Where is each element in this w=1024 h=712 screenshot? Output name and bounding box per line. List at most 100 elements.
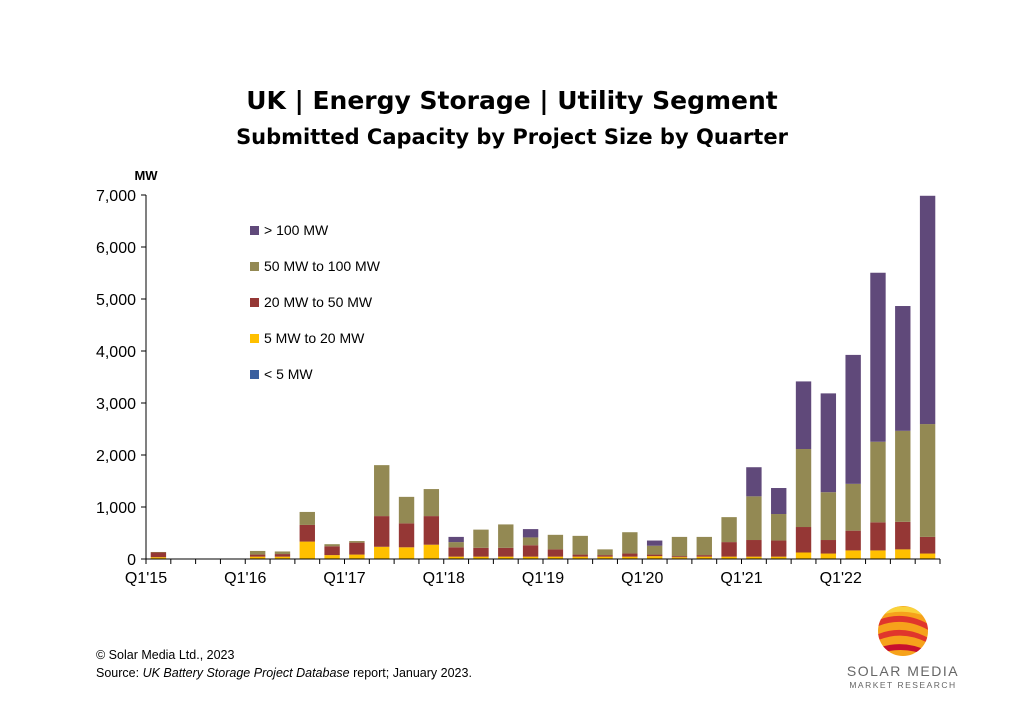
bar-segment — [820, 553, 837, 559]
bar-segment — [324, 555, 340, 559]
bars — [150, 195, 936, 559]
bar-segment — [374, 546, 390, 559]
bar-segment — [622, 532, 638, 554]
bar-segment — [398, 496, 415, 524]
bar-segment — [473, 547, 489, 557]
bar-segment — [771, 540, 787, 557]
y-tick-label: 1,000 — [96, 500, 136, 517]
bar-segment — [522, 556, 539, 559]
bar-segment — [696, 556, 712, 559]
bar-segment — [522, 529, 539, 538]
bar-segment — [795, 552, 812, 559]
stacked-bar-chart: 0 1,000 2,000 3,000 4,000 5,000 6,000 7,000 MW Q… — [96, 168, 941, 587]
bar-segment — [919, 553, 936, 559]
bar-segment — [845, 354, 861, 484]
bar-segment — [150, 557, 167, 559]
bar-segment — [448, 556, 464, 559]
y-tick-label: 4,000 — [96, 344, 136, 361]
source-suffix: report; January 2023. — [349, 666, 472, 680]
bar-segment — [274, 551, 291, 555]
bar-segment — [597, 549, 613, 556]
legend-label: 50 MW to 100 MW — [264, 258, 381, 274]
bar-segment — [771, 488, 787, 515]
logo-subtitle: MARKET RESEARCH — [849, 680, 957, 690]
bar-segment — [795, 527, 812, 553]
bar-segment — [249, 550, 266, 555]
bar-segment — [249, 554, 266, 557]
bar-segment — [498, 556, 514, 559]
bar-segment — [721, 556, 737, 559]
bar-segment — [671, 536, 688, 557]
bar-segment — [919, 195, 936, 425]
bar-segment — [522, 537, 539, 546]
bar-segment — [448, 536, 464, 543]
source-report-title: UK Battery Storage Project Database — [142, 666, 350, 680]
legend-swatch — [250, 226, 259, 235]
bar-segment — [324, 546, 340, 556]
legend-swatch — [250, 298, 259, 307]
bar-segment — [547, 556, 564, 559]
bar-segment — [547, 549, 564, 557]
bar-segment — [522, 545, 539, 557]
y-axis: 0 1,000 2,000 3,000 4,000 5,000 6,000 7,000 MW — [96, 168, 158, 569]
bar-segment — [671, 556, 688, 558]
bar-segment — [820, 540, 837, 554]
bar-segment — [349, 541, 365, 543]
bar-segment — [870, 272, 886, 442]
logo-name: SOLAR MEDIA — [846, 663, 960, 679]
source-note: Source: UK Battery Storage Project Datab… — [96, 666, 472, 680]
x-tick-label: Q1'20 — [621, 570, 663, 587]
bar-segment — [845, 550, 861, 559]
bar-segment — [572, 556, 588, 559]
bar-segment — [721, 542, 737, 557]
bar-segment — [498, 524, 514, 548]
bar-segment — [349, 554, 365, 559]
bar-segment — [795, 449, 812, 528]
y-tick-label: 6,000 — [96, 240, 136, 257]
bar-segment — [597, 556, 613, 559]
bar-segment — [895, 549, 911, 559]
bar-segment — [547, 534, 564, 550]
sun-logo-icon — [878, 606, 928, 656]
x-tick-label: Q1'16 — [224, 570, 266, 587]
legend-label: < 5 MW — [264, 366, 313, 382]
legend-label: 5 MW to 20 MW — [264, 330, 365, 346]
source-prefix: Source: — [96, 666, 143, 680]
chart-subtitle: Submitted Capacity by Project Size by Qu… — [236, 125, 788, 149]
legend-swatch — [250, 370, 259, 379]
x-tick-label: Q1'15 — [125, 570, 167, 587]
bar-segment — [820, 492, 837, 541]
bar-segment — [746, 467, 762, 497]
bar-segment — [299, 541, 315, 559]
bar-segment — [820, 393, 837, 493]
y-tick-label: 7,000 — [96, 188, 136, 205]
bar-segment — [870, 441, 886, 523]
bar-segment — [845, 483, 861, 531]
bar-segment — [771, 514, 787, 541]
legend: > 100 MW 50 MW to 100 MW 20 MW to 50 MW 5 M… — [250, 222, 381, 382]
y-tick-label: 2,000 — [96, 448, 136, 465]
bar-segment — [746, 496, 762, 541]
bar-segment — [473, 556, 489, 559]
bar-segment — [448, 547, 464, 557]
bar-segment — [150, 552, 167, 558]
chart-title: UK | Energy Storage | Utility Segment — [246, 86, 778, 115]
bar-segment — [845, 530, 861, 551]
x-tick-label: Q1'22 — [820, 570, 862, 587]
bar-segment — [795, 381, 812, 450]
bar-segment — [671, 557, 688, 559]
bar-segment — [448, 542, 464, 548]
x-tick-label: Q1'18 — [423, 570, 465, 587]
bar-segment — [299, 524, 315, 542]
bar-segment — [498, 547, 514, 557]
bar-segment — [374, 516, 390, 547]
bar-segment — [249, 556, 266, 559]
bar-segment — [919, 424, 936, 537]
bar-segment — [150, 551, 167, 553]
bar-segment — [423, 489, 440, 517]
y-tick-label: 0 — [127, 552, 136, 569]
bar-segment — [870, 550, 886, 559]
y-tick-label: 5,000 — [96, 292, 136, 309]
bar-segment — [622, 556, 638, 559]
bar-segment — [299, 511, 315, 525]
